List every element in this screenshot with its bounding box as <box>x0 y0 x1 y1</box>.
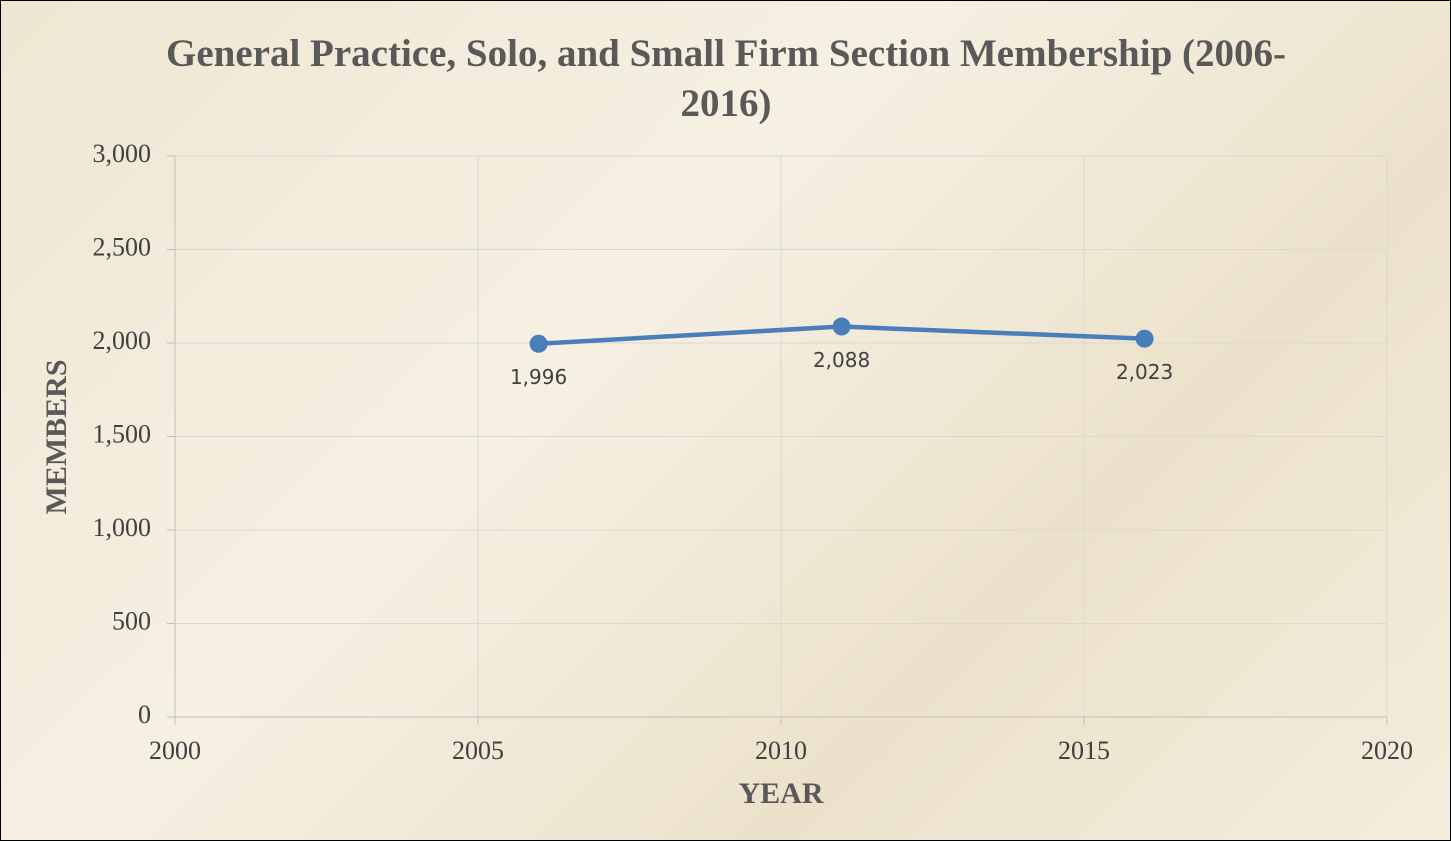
data-label: 2,088 <box>813 348 870 372</box>
x-tick-label: 2015 <box>1058 736 1110 765</box>
y-tick-label: 3,000 <box>93 139 152 168</box>
y-tick-label: 1,000 <box>93 513 152 542</box>
y-tick-label: 2,500 <box>93 232 152 261</box>
x-tick-label: 2020 <box>1361 736 1413 765</box>
x-axis-title: YEAR <box>738 777 823 810</box>
x-tick-label: 2010 <box>755 736 807 765</box>
chart-frame: General Practice, Solo, and Small Firm S… <box>0 0 1451 841</box>
point <box>1136 330 1154 348</box>
y-tick-label: 1,500 <box>93 419 152 448</box>
y-axis-title: MEMBERS <box>40 359 73 514</box>
y-tick-label: 500 <box>112 606 151 635</box>
y-tick-label: 2,000 <box>93 326 152 355</box>
data-label: 1,996 <box>510 365 567 389</box>
x-tick-label: 2000 <box>149 736 201 765</box>
data-label: 2,023 <box>1116 360 1173 384</box>
x-tick-label: 2005 <box>452 736 504 765</box>
y-tick-label: 0 <box>138 700 151 729</box>
point <box>530 335 548 353</box>
chart: YEAR MEMBERS 0 500 1,000 1,500 2,000 2,500 3,0… <box>1 1 1450 840</box>
point <box>833 318 851 336</box>
